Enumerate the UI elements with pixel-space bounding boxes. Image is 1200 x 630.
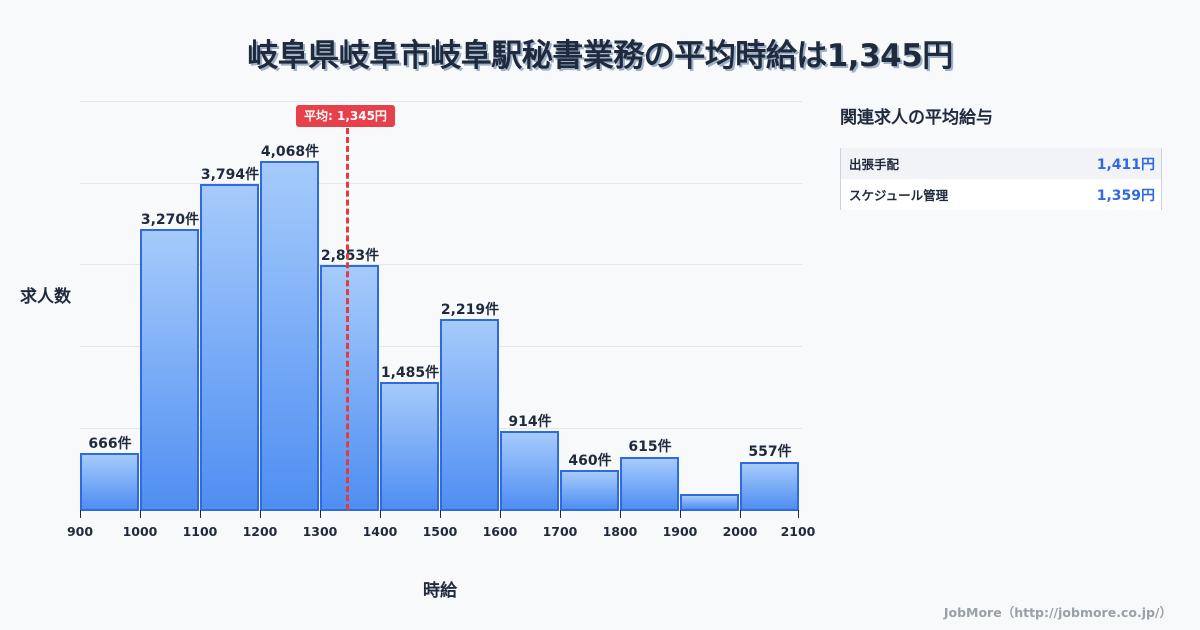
bar-value-label: 666件	[88, 436, 132, 452]
x-tick	[380, 510, 381, 518]
gridline	[80, 264, 802, 265]
x-tick-label: 1600	[482, 524, 518, 539]
bar-value-label: 2,853件	[320, 248, 380, 264]
x-tick	[680, 510, 681, 518]
related-job-wage: 1,359円	[1096, 187, 1155, 204]
x-tick	[320, 510, 321, 518]
related-job-name: スケジュール管理	[849, 188, 949, 203]
bar-value-label: 3,794件	[200, 167, 260, 183]
bar-1100	[200, 184, 259, 511]
bar-value-label: 615件	[628, 439, 672, 455]
x-tick	[440, 510, 441, 518]
x-tick-label: 1300	[302, 524, 338, 539]
related-job-name: 出張手配	[849, 157, 900, 172]
x-tick	[620, 510, 621, 518]
related-job-row: スケジュール管理 1,359円	[841, 179, 1161, 210]
x-tick-label: 1800	[602, 524, 638, 539]
x-tick	[560, 510, 561, 518]
x-tick	[80, 510, 81, 518]
related-jobs-title: 関連求人の平均給与	[840, 108, 993, 128]
bar-value-label: 914件	[508, 414, 552, 430]
bar-value-label: 460件	[568, 453, 612, 469]
bar-1900	[680, 494, 739, 511]
related-job-row: 出張手配 1,411円	[841, 148, 1161, 179]
bar-1200	[260, 161, 319, 511]
x-tick-label: 900	[66, 524, 94, 539]
bar-value-label: 2,219件	[440, 302, 500, 318]
x-tick-label: 1200	[242, 524, 278, 539]
x-tick	[200, 510, 201, 518]
bar-1300	[320, 265, 379, 511]
x-tick	[260, 510, 261, 518]
x-tick-label: 2000	[722, 524, 758, 539]
related-jobs-panel: 関連求人の平均給与 出張手配 1,411円 スケジュール管理 1,359円	[840, 103, 1162, 210]
bar-1700	[560, 470, 619, 511]
bar-900	[80, 453, 139, 511]
bar-value-label: 1,485件	[380, 365, 440, 381]
x-axis-label: 時給	[423, 581, 457, 601]
x-tick	[500, 510, 501, 518]
x-tick	[798, 510, 799, 518]
page-title: 岐阜県岐阜市岐阜駅秘書業務の平均時給は1,345円	[247, 38, 953, 74]
y-axis-label: 求人数	[20, 287, 71, 307]
x-tick-label: 1000	[122, 524, 158, 539]
x-tick-label: 1100	[182, 524, 218, 539]
histogram-chart: 求人数 時給 666件 3,270件 3,794件 4,068件 2,853件 …	[20, 101, 815, 601]
bar-1600	[500, 431, 559, 511]
x-tick	[740, 510, 741, 518]
x-tick-label: 1700	[542, 524, 578, 539]
bar-1000	[140, 229, 199, 511]
source-credit: JobMore（http://jobmore.co.jp/）	[943, 605, 1172, 620]
x-tick-label: 1900	[662, 524, 698, 539]
x-tick-label: 2100	[780, 524, 816, 539]
x-tick-label: 1400	[362, 524, 398, 539]
bar-value-label: 557件	[748, 444, 792, 460]
bar-1400	[380, 382, 439, 511]
bar-1800	[620, 457, 679, 511]
x-tick-label: 1500	[422, 524, 458, 539]
bar-2000	[740, 462, 799, 511]
average-badge: 平均: 1,345円	[296, 105, 395, 127]
bar-value-label: 3,270件	[140, 212, 200, 228]
related-jobs-table: 出張手配 1,411円 スケジュール管理 1,359円	[840, 148, 1162, 210]
related-job-wage: 1,411円	[1096, 156, 1155, 173]
bar-1500	[440, 319, 499, 511]
average-line	[346, 128, 349, 510]
gridline	[80, 101, 802, 102]
x-tick	[140, 510, 141, 518]
gridline	[80, 183, 802, 184]
bar-value-label: 4,068件	[260, 144, 320, 160]
